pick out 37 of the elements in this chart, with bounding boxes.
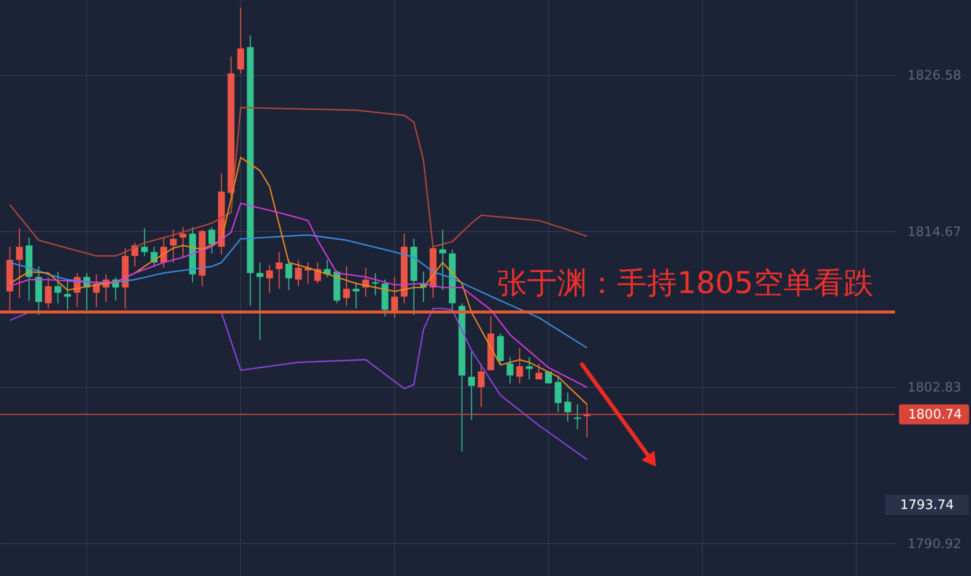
candlestick (506, 356, 514, 384)
y-tick-label: 1790.92 (908, 536, 962, 552)
candlestick (535, 363, 542, 380)
candlestick (564, 392, 572, 422)
candlestick (285, 259, 292, 291)
y-tick-label: 1802.83 (908, 380, 962, 396)
candlestick (64, 279, 71, 310)
y-tick-label: 1826.58 (908, 68, 962, 84)
candlestick (266, 264, 273, 294)
candlestick (574, 404, 581, 430)
candlestick (516, 347, 524, 384)
candlestick (294, 259, 302, 287)
candlestick (343, 266, 350, 306)
candlestick (526, 356, 533, 380)
candlestick (16, 228, 23, 298)
ref-line-label: 1800.74 (908, 407, 962, 422)
y-tick-label: 1814.67 (908, 224, 962, 240)
candlestick (372, 272, 379, 296)
line-series (9, 106, 588, 257)
candlestick (554, 374, 562, 413)
candlestick (54, 271, 62, 304)
candlestick (44, 276, 52, 309)
candlestick (391, 276, 398, 318)
candlestick (180, 226, 186, 258)
candlestick (208, 226, 216, 254)
candlestick (141, 228, 148, 256)
candlestick (256, 262, 264, 341)
candlestick (478, 363, 485, 408)
candlestick (352, 282, 360, 309)
candlestick (439, 229, 446, 291)
text: 1793.74 (900, 498, 954, 513)
candlestick (237, 7, 244, 74)
candlestick (276, 252, 283, 290)
annotation: 张于渊：手持1805空单看跌 (497, 266, 874, 301)
candlestick (468, 351, 475, 421)
candlestick (170, 229, 177, 264)
candlestick (314, 262, 322, 284)
